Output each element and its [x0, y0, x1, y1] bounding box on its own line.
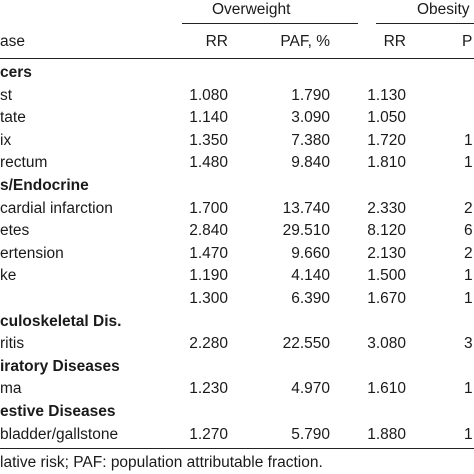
col-header-rr-obesity: RR [383, 33, 406, 50]
cell-paf-overweight: 29.510 [282, 222, 330, 239]
cell-rr-overweight: 1.140 [189, 109, 228, 126]
cell-rr-overweight: 2.280 [189, 335, 228, 352]
group-underline-overweight [182, 23, 358, 24]
cell-rr-obesity: 1.720 [367, 132, 406, 149]
cell-rr-obesity: 1.880 [367, 426, 406, 443]
row-label: rectum [0, 154, 48, 171]
col-header-paf-overweight: PAF, % [280, 33, 330, 50]
cell-rr-overweight: 1.230 [189, 380, 228, 397]
row-label: ritis [0, 335, 25, 352]
section-heading: culoskeletal Dis. [0, 313, 122, 330]
row-label: cardial infarction [0, 200, 113, 217]
row-label: ix [0, 132, 12, 149]
cell-paf-overweight: 13.740 [282, 200, 330, 217]
section-heading: s/Endocrine [0, 177, 89, 194]
cell-rr-overweight: 2.840 [189, 222, 228, 239]
cell-paf-overweight: 1.790 [291, 87, 330, 104]
cell-paf-overweight: 4.970 [291, 380, 330, 397]
group-header-overweight: Overweight [212, 1, 291, 18]
cell-paf-obesity: 3 [464, 335, 473, 352]
section-heading: estive Diseases [0, 403, 116, 420]
row-label: bladder/gallstone [0, 426, 119, 443]
cell-paf-obesity: 2 [464, 200, 473, 217]
cell-paf-obesity: 1 [464, 154, 473, 171]
cell-rr-overweight: 1.480 [189, 154, 228, 171]
cell-paf-obesity: 1 [464, 290, 473, 307]
row-label: ertension [0, 245, 64, 262]
cell-rr-overweight: 1.270 [189, 426, 228, 443]
cell-rr-obesity: 8.120 [367, 222, 406, 239]
cell-rr-obesity: 1.610 [367, 380, 406, 397]
cell-paf-overweight: 7.380 [291, 132, 330, 149]
row-label: ke [0, 267, 17, 284]
section-heading: iratory Diseases [0, 358, 120, 375]
cell-paf-obesity: 2 [464, 245, 473, 262]
cell-paf-obesity: 6 [464, 222, 473, 239]
cell-rr-obesity: 1.810 [367, 154, 406, 171]
col-header-disease: ase [0, 33, 25, 50]
cell-rr-obesity: 1.050 [367, 109, 406, 126]
cell-rr-overweight: 1.190 [189, 267, 228, 284]
cell-paf-overweight: 4.140 [291, 267, 330, 284]
cell-rr-overweight: 1.350 [189, 132, 228, 149]
row-label: etes [0, 222, 30, 239]
cell-paf-overweight: 3.090 [291, 109, 330, 126]
cell-paf-overweight: 6.390 [291, 290, 330, 307]
cell-rr-obesity: 1.670 [367, 290, 406, 307]
cell-rr-overweight: 1.080 [189, 87, 228, 104]
cell-paf-obesity: 1 [464, 132, 473, 149]
cell-paf-obesity: 1 [464, 267, 473, 284]
row-label: st [0, 87, 13, 104]
table-footnote: lative risk; PAF: population attributabl… [0, 454, 323, 471]
col-header-paf-obesity: P [462, 33, 473, 50]
cell-paf-overweight: 9.840 [291, 154, 330, 171]
cell-paf-overweight: 9.660 [291, 245, 330, 262]
header-rule [0, 58, 474, 59]
row-label: tate [0, 109, 26, 126]
cell-rr-obesity: 2.330 [367, 200, 406, 217]
group-header-obesity: Obesity [417, 1, 470, 18]
cell-rr-obesity: 3.080 [367, 335, 406, 352]
bottom-rule [0, 448, 474, 449]
cell-rr-overweight: 1.470 [189, 245, 228, 262]
cell-paf-overweight: 22.550 [282, 335, 330, 352]
cell-paf-overweight: 5.790 [291, 426, 330, 443]
cell-rr-overweight: 1.700 [189, 200, 228, 217]
cell-rr-obesity: 1.130 [367, 87, 406, 104]
cell-rr-overweight: 1.300 [189, 290, 228, 307]
row-label: ma [0, 380, 22, 397]
col-header-rr-overweight: RR [205, 33, 228, 50]
cell-paf-obesity: 1 [464, 426, 473, 443]
cell-paf-obesity: 1 [464, 380, 473, 397]
section-heading: cers [0, 64, 32, 81]
cell-rr-obesity: 1.500 [367, 267, 406, 284]
group-underline-obesity [376, 23, 474, 24]
cell-rr-obesity: 2.130 [367, 245, 406, 262]
